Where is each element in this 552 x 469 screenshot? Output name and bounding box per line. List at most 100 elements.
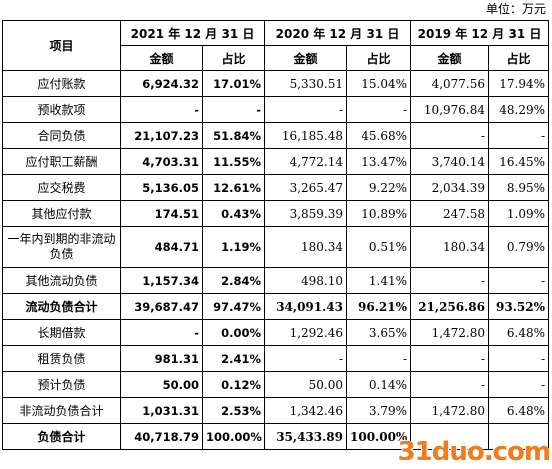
cell-ratio-2019 <box>488 423 549 450</box>
cell-ratio-2019: 8.95% <box>488 174 549 201</box>
cell-amount-2019: 4,077.56 <box>410 70 489 97</box>
cell-amount-2021: - <box>120 96 203 123</box>
cell-amount-2020: 50.00 <box>264 371 347 398</box>
cell-ratio-2019: 17.94% <box>488 70 549 97</box>
cell-ratio-2021: 2.84% <box>202 267 265 294</box>
cell-ratio-2021: 11.55% <box>202 148 265 175</box>
table-row: 应付账款 6,924.32 17.01% 5,330.51 15.04% 4,077.56… <box>2 70 549 97</box>
table-row: 应交税费 5,136.05 12.61% 3,265.47 9.22% 2,034.39 8… <box>2 174 549 201</box>
cell-amount-2019: - <box>410 371 489 398</box>
cell-amount-2019: 180.34 <box>410 226 489 268</box>
header-period-2021: 2021 年 12 月 31 日 <box>120 20 265 46</box>
cell-amount-2019: 10,976.84 <box>410 96 489 123</box>
table-row: 合同负债 21,107.23 51.84% 16,185.48 45.68% - - <box>2 122 549 149</box>
cell-ratio-2020: 13.47% <box>346 148 411 175</box>
cell-ratio-2019: - <box>488 122 549 149</box>
cell-ratio-2021: 1.19% <box>202 226 265 268</box>
cell-amount-2021: - <box>120 319 203 346</box>
cell-amount-2020: 180.34 <box>264 226 347 268</box>
cell-amount-2020: 34,091.43 <box>264 293 347 320</box>
cell-amount-2019: - <box>410 122 489 149</box>
row-label: 长期借款 <box>2 319 121 346</box>
cell-ratio-2020: 96.21% <box>346 293 411 320</box>
cell-ratio-2020: 45.68% <box>346 122 411 149</box>
cell-ratio-2019: 6.48% <box>488 397 549 424</box>
cell-amount-2020: 3,265.47 <box>264 174 347 201</box>
header-amount-2019: 金额 <box>410 45 489 71</box>
row-label: 一年内到期的非流动负债 <box>2 226 121 268</box>
cell-amount-2019: 1,472.80 <box>410 319 489 346</box>
row-label: 预计负债 <box>2 371 121 398</box>
table-body: 应付账款 6,924.32 17.01% 5,330.51 15.04% 4,077.56… <box>2 70 549 450</box>
cell-amount-2019: - <box>410 267 489 294</box>
header-ratio-2019: 占比 <box>488 45 549 71</box>
table-row: 其他应付款 174.51 0.43% 3,859.39 10.89% 247.58 1.09… <box>2 200 549 227</box>
table-row: 一年内到期的非流动负债 484.71 1.19% 180.34 0.51% 180.34 0… <box>2 226 549 268</box>
cell-ratio-2021: 51.84% <box>202 122 265 149</box>
header-amount-2020: 金额 <box>264 45 347 71</box>
cell-amount-2020: 498.10 <box>264 267 347 294</box>
cell-ratio-2021: 2.53% <box>202 397 265 424</box>
cell-ratio-2021: 2.41% <box>202 345 265 372</box>
cell-ratio-2020: - <box>346 345 411 372</box>
cell-amount-2019: 21,256.86 <box>410 293 489 320</box>
cell-amount-2020: 4,772.14 <box>264 148 347 175</box>
cell-ratio-2020: 1.41% <box>346 267 411 294</box>
header-row-columns: 金额 占比 金额 占比 金额 占比 <box>3 45 549 71</box>
cell-ratio-2021: 0.12% <box>202 371 265 398</box>
cell-ratio-2019: 93.52% <box>488 293 549 320</box>
cell-amount-2020: 35,433.89 <box>264 423 347 450</box>
cell-ratio-2021: 0.00% <box>202 319 265 346</box>
row-label: 应付账款 <box>2 70 121 97</box>
row-label: 应交税费 <box>2 174 121 201</box>
cell-amount-2020: 1,292.46 <box>264 319 347 346</box>
header-ratio-2021: 占比 <box>202 45 265 71</box>
cell-ratio-2019: 0.79% <box>488 226 549 268</box>
row-label: 其他流动负债 <box>2 267 121 294</box>
row-label: 负债合计 <box>2 423 121 450</box>
cell-amount-2020: 5,330.51 <box>264 70 347 97</box>
table-row: 非流动负债合计 1,031.31 2.53% 1,342.46 3.79% 1,472.8… <box>2 397 549 424</box>
table-row: 负债合计 40,718.79 100.00% 35,433.89 100.00% <box>2 423 549 450</box>
row-label: 预收款项 <box>2 96 121 123</box>
cell-amount-2021: 40,718.79 <box>120 423 203 450</box>
cell-ratio-2019: - <box>488 267 549 294</box>
cell-amount-2019: 247.58 <box>410 200 489 227</box>
cell-amount-2021: 39,687.47 <box>120 293 203 320</box>
cell-amount-2021: 981.31 <box>120 345 203 372</box>
cell-amount-2020: 16,185.48 <box>264 122 347 149</box>
cell-amount-2021: 6,924.32 <box>120 70 203 97</box>
cell-ratio-2020: 9.22% <box>346 174 411 201</box>
cell-ratio-2019: - <box>488 371 549 398</box>
cell-ratio-2021: 100.00% <box>202 423 265 450</box>
cell-amount-2021: 484.71 <box>120 226 203 268</box>
cell-amount-2020: 3,859.39 <box>264 200 347 227</box>
cell-amount-2020: - <box>264 345 347 372</box>
header-amount-2021: 金额 <box>120 45 203 71</box>
table-row: 租赁负债 981.31 2.41% - - - - <box>2 345 549 372</box>
cell-ratio-2019: 48.29% <box>488 96 549 123</box>
cell-ratio-2020: 3.79% <box>346 397 411 424</box>
header-ratio-2020: 占比 <box>346 45 411 71</box>
cell-amount-2021: 5,136.05 <box>120 174 203 201</box>
cell-ratio-2020: 10.89% <box>346 200 411 227</box>
cell-ratio-2021: 97.47% <box>202 293 265 320</box>
cell-amount-2021: 1,157.34 <box>120 267 203 294</box>
header-row-periods: 项目 2021 年 12 月 31 日 2020 年 12 月 31 日 201… <box>2 20 549 71</box>
row-label: 流动负债合计 <box>2 293 121 320</box>
watermark-logo: 31duo.com <box>397 437 551 467</box>
header-period-2019: 2019 年 12 月 31 日 <box>410 20 549 46</box>
unit-label: 单位：万元 <box>485 2 546 16</box>
cell-ratio-2020: 0.51% <box>346 226 411 268</box>
cell-amount-2019: 1,472.80 <box>410 397 489 424</box>
cell-ratio-2020: 15.04% <box>346 70 411 97</box>
header-period-2020: 2020 年 12 月 31 日 <box>264 20 411 46</box>
cell-ratio-2020: - <box>346 96 411 123</box>
table-row: 长期借款 -0.00% 1,292.46 3.65% 1,472.80 6.48% <box>2 319 549 346</box>
cell-amount-2021: 4,703.31 <box>120 148 203 175</box>
cell-ratio-2020: 0.14% <box>346 371 411 398</box>
row-label: 应付职工薪酬 <box>2 148 121 175</box>
table-row: 应付职工薪酬 4,703.31 11.55% 4,772.14 13.47% 3,740.… <box>2 148 549 175</box>
cell-amount-2021: 1,031.31 <box>120 397 203 424</box>
cell-amount-2019: - <box>410 345 489 372</box>
